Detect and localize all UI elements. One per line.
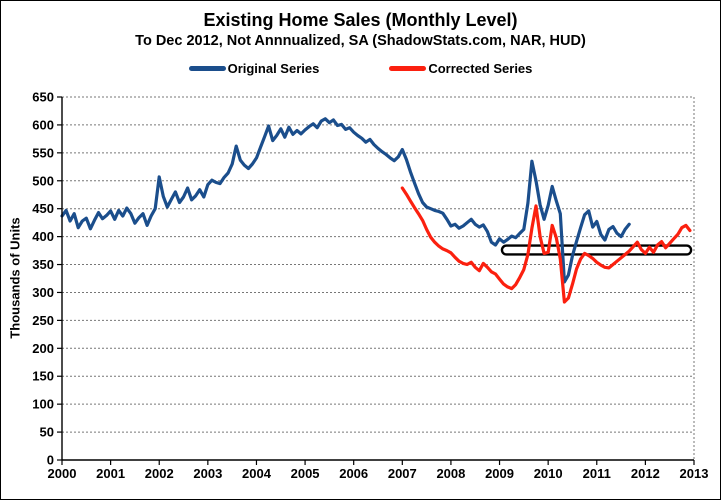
x-tick-label-2008: 2008 xyxy=(436,466,465,481)
legend-item-original-series: Original Series xyxy=(188,61,320,76)
y-tick-label-500: 500 xyxy=(32,173,54,188)
corrected-series-label: Corrected Series xyxy=(428,61,533,76)
x-tick-label-2010: 2010 xyxy=(534,466,563,481)
x-tick-label-2006: 2006 xyxy=(339,466,368,481)
y-tick-label-200: 200 xyxy=(32,341,54,356)
original-series-label: Original Series xyxy=(227,61,320,76)
x-tick-label-2001: 2001 xyxy=(96,466,125,481)
x-tick-label-2004: 2004 xyxy=(242,466,272,481)
x-tick-label-2000: 2000 xyxy=(48,466,77,481)
x-tick-label-2007: 2007 xyxy=(388,466,417,481)
y-tick-label-0: 0 xyxy=(47,453,54,468)
legend-item-corrected-series: Corrected Series xyxy=(389,61,532,76)
y-tick-label-100: 100 xyxy=(32,397,54,412)
chart-subtitle: To Dec 2012, Not Annnualized, SA (Shadow… xyxy=(135,33,586,49)
y-tick-label-150: 150 xyxy=(32,369,54,384)
y-tick-label-600: 600 xyxy=(32,117,54,132)
corrected-series-line xyxy=(400,186,692,304)
y-tick-label-300: 300 xyxy=(32,285,54,300)
x-tick-label-2012: 2012 xyxy=(631,466,660,481)
original-series-swatch xyxy=(188,66,226,71)
x-tick-label-2005: 2005 xyxy=(291,466,320,481)
y-tick-label-450: 450 xyxy=(32,201,54,216)
y-tick-label-550: 550 xyxy=(32,145,54,160)
y-tick-label-250: 250 xyxy=(32,313,54,328)
x-tick-label-2002: 2002 xyxy=(145,466,174,481)
corrected-series-swatch xyxy=(389,66,427,71)
chart-title: Existing Home Sales (Monthly Level) xyxy=(203,10,518,30)
original-series-line xyxy=(60,117,631,284)
x-tick-label-2003: 2003 xyxy=(193,466,222,481)
legend: Original Series Corrected Series xyxy=(0,61,721,76)
x-tick-label-2011: 2011 xyxy=(583,466,611,481)
x-tick-label-2013: 2013 xyxy=(680,466,709,481)
x-tick-label-2009: 2009 xyxy=(485,466,514,481)
y-tick-label-400: 400 xyxy=(32,229,54,244)
y-tick-label-650: 650 xyxy=(32,90,54,105)
y-tick-label-50: 50 xyxy=(40,425,54,440)
y-tick-label-350: 350 xyxy=(32,257,54,272)
